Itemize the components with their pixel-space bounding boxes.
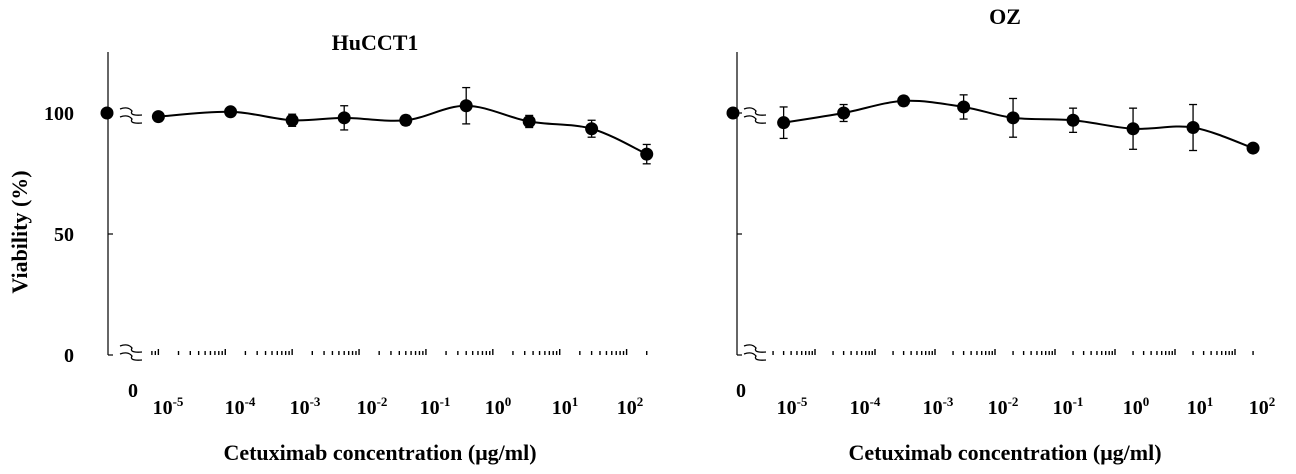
x-axis-label: Cetuximab concentration (μg/ml) (223, 440, 536, 465)
x-tick-label: 100 (485, 394, 512, 419)
x-tick-label: 10-4 (850, 394, 881, 419)
x-tick-label: 10-3 (923, 394, 954, 419)
data-point (1126, 122, 1140, 136)
curve-break-symbol (743, 107, 767, 116)
data-point (640, 147, 654, 161)
x-tick-label: 100 (1123, 394, 1150, 419)
y-axis-label: Viability (%) (7, 170, 32, 293)
x-tick-label: 10-4 (225, 394, 256, 419)
chart-panel-2: OZ 0 10-5 10-4 10-3 10-2 10-1 100 101 102 Cetuxima… (726, 4, 1276, 465)
data-point (1006, 111, 1020, 125)
chart-title: OZ (989, 4, 1021, 29)
data-point (399, 113, 413, 127)
chart-title: HuCCT1 (332, 30, 419, 55)
data-point-zero (100, 106, 114, 120)
data-point (1246, 141, 1260, 155)
data-point (777, 116, 791, 130)
x-axis-break-symbol (743, 352, 767, 361)
x-zero-label: 0 (736, 380, 746, 402)
data-point (837, 106, 851, 120)
data-point (459, 99, 473, 113)
x-axis-break-symbol (743, 344, 767, 353)
data-point (585, 122, 599, 136)
x-tick-label: 102 (1249, 394, 1276, 419)
data-point (285, 113, 299, 127)
curve-break-symbol (119, 107, 143, 116)
data-point (1186, 121, 1200, 135)
y-tick-label: 0 (64, 345, 74, 367)
y-tick-label: 100 (44, 103, 74, 125)
x-tick-label: 10-5 (777, 394, 808, 419)
data-point (957, 100, 971, 114)
x-tick-label: 10-1 (420, 394, 451, 419)
x-tick-label: 10-2 (357, 394, 388, 419)
data-point (522, 114, 536, 128)
x-tick-label: 10-1 (1053, 394, 1084, 419)
data-point (151, 110, 165, 124)
curve-break-symbol (119, 115, 143, 124)
chart-panel-1: HuCCT1 0 50 100 0 10-5 10-4 10-3 10-2 10-1 100 101 1… (44, 30, 654, 465)
x-tick-label: 10-3 (290, 394, 321, 419)
curve-break-symbol (743, 115, 767, 124)
x-tick-label: 101 (552, 394, 579, 419)
x-tick-label: 10-5 (153, 394, 184, 419)
data-point (897, 94, 911, 108)
x-zero-label: 0 (128, 380, 138, 402)
x-tick-label: 101 (1187, 394, 1214, 419)
x-axis-label: Cetuximab concentration (μg/ml) (848, 440, 1161, 465)
y-tick-label: 50 (54, 224, 74, 246)
data-point (224, 105, 238, 119)
data-point (1066, 113, 1080, 127)
data-point (337, 111, 351, 125)
series-line (783, 99, 1254, 150)
data-point-zero (726, 106, 740, 120)
x-axis-break-symbol (119, 352, 143, 361)
x-tick-label: 102 (617, 394, 644, 419)
x-axis-break-symbol (119, 344, 143, 353)
x-tick-label: 10-2 (988, 394, 1019, 419)
